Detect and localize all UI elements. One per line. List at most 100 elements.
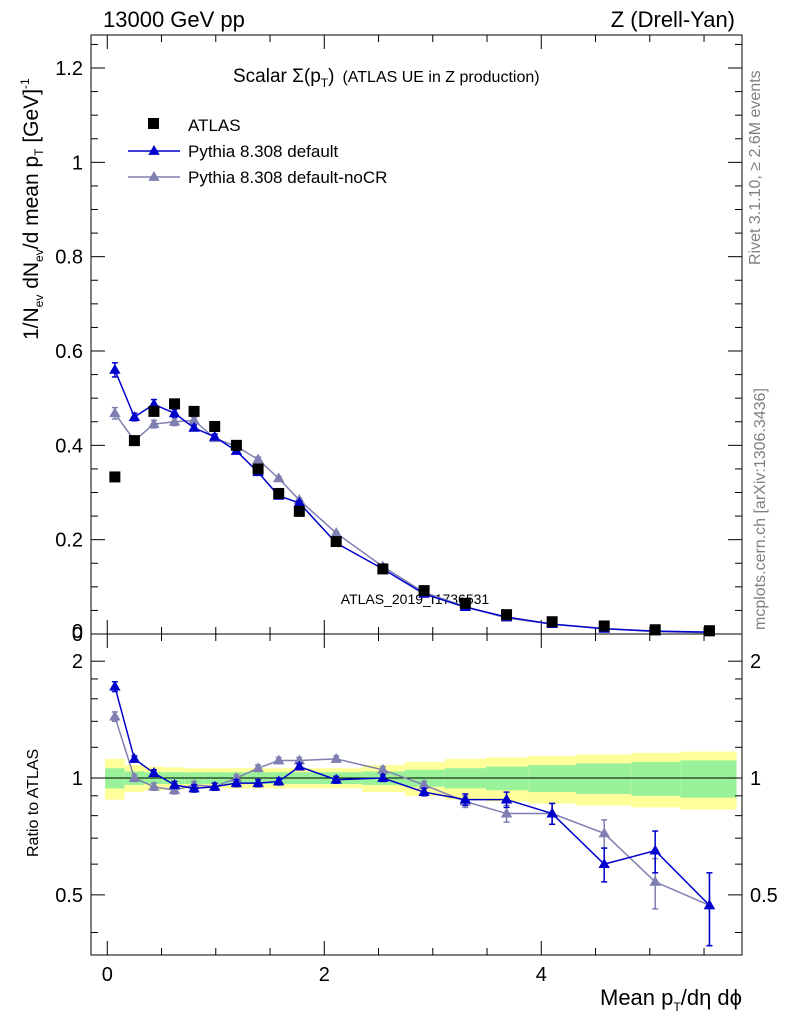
x-tick-label: 2 <box>319 964 330 986</box>
default-noCR-point <box>148 418 160 429</box>
default-ratio-point <box>649 844 661 855</box>
default-point <box>188 421 200 432</box>
default-ratio-point <box>418 786 430 796</box>
atlas-point <box>188 405 200 417</box>
ratio-y-tick-label-right: 0.5 <box>750 885 778 907</box>
default-ratio-point <box>293 760 306 771</box>
legend: ATLAS Pythia 8.308 default Pythia 8.308 de… <box>128 116 387 187</box>
x-tick-label: 4 <box>536 964 547 986</box>
default-noCR-ratio-point <box>148 780 160 791</box>
main-panel: 00.20.40.60.811.2ATLAS_2019_I1736531ATLA… <box>55 34 743 646</box>
default-ratio-point <box>546 807 558 818</box>
ratio-y-tick-label-right: 1 <box>750 768 761 790</box>
legend-noCR-label: Pythia 8.308 default-noCR <box>188 168 387 187</box>
atlas-point <box>148 405 160 417</box>
atlas-point <box>293 505 305 517</box>
x-axis-label: Mean pT/dη dϕ <box>600 985 742 1014</box>
main-y-zero-label: 0 <box>72 621 83 643</box>
atlas-point <box>418 585 430 597</box>
ratio-y-tick-label-right: 2 <box>750 651 761 673</box>
default-point <box>148 398 160 409</box>
legend-default-marker <box>148 145 160 155</box>
main-y-label: 1/Nev dNev/d mean pT [GeV]-1 <box>18 78 46 340</box>
atlas-point <box>109 471 121 483</box>
atlas-point <box>169 398 181 410</box>
default-noCR-ratio-line <box>114 716 710 906</box>
atlas-point <box>546 616 558 628</box>
default-ratio-point <box>252 777 264 788</box>
main-y-tick-label: 0.6 <box>55 341 83 363</box>
default-ratio-point <box>230 777 243 788</box>
default-noCR-point <box>109 407 121 418</box>
default-ratio-point <box>459 793 472 804</box>
default-noCR-ratio-point <box>500 807 513 818</box>
default-point <box>208 430 221 441</box>
default-ratio-point <box>598 858 610 869</box>
main-y-tick-label: 0.2 <box>55 530 83 552</box>
default-ratio-point <box>330 773 342 784</box>
rivet-label: Rivet 3.1.10, ≥ 2.6M events <box>747 70 764 265</box>
default-point <box>168 407 181 418</box>
atlas-point <box>649 624 661 636</box>
ratio-band-inner <box>631 761 681 796</box>
default-noCR-ratio-point <box>330 752 342 763</box>
ratio-y-tick-label: 2 <box>72 651 83 673</box>
atlas-point <box>273 487 285 499</box>
default-ratio-point <box>500 793 513 804</box>
legend-atlas-marker <box>148 118 159 129</box>
ratio-y-label: Ratio to ATLAS <box>25 749 42 857</box>
default-ratio-point <box>128 752 141 763</box>
default-noCR-ratio-point <box>418 778 430 789</box>
main-y-tick-label: 0.8 <box>55 247 83 269</box>
default-noCR-ratio-point <box>293 754 306 765</box>
default-ratio-point <box>168 778 181 789</box>
default-noCR-point <box>252 453 264 464</box>
legend-atlas-label: ATLAS <box>188 116 241 135</box>
default-ratio-point <box>148 767 160 777</box>
atlas-point <box>703 625 715 637</box>
ratio-panel: 0.5 0.5 1 1 2 2 0 2 4 <box>55 633 778 986</box>
atlas-point <box>128 435 140 447</box>
default-noCR-ratio-point <box>273 754 285 765</box>
header-right: Z (Drell-Yan) <box>611 7 735 32</box>
atlas-point <box>501 609 513 621</box>
default-noCR-ratio-point <box>128 772 141 782</box>
atlas-point <box>230 439 242 451</box>
atlas-point <box>252 463 264 475</box>
default-point <box>293 496 306 507</box>
default-noCR-ratio-point <box>168 784 181 795</box>
default-noCR-point <box>168 415 181 426</box>
default-noCR-point <box>330 527 342 537</box>
default-point <box>128 411 141 421</box>
ratio-y-tick-label: 1 <box>72 768 83 790</box>
main-y-tick-label: 0.4 <box>55 435 83 457</box>
default-ratio-point <box>208 780 221 791</box>
x-tick-label: 0 <box>102 964 113 986</box>
default-ratio-point <box>188 782 200 793</box>
default-noCR-ratio-point <box>109 710 121 721</box>
default-noCR-ratio-point <box>377 763 389 774</box>
atlas-point <box>377 563 389 575</box>
atlas-point <box>209 420 221 432</box>
legend-default-label: Pythia 8.308 default <box>188 142 339 161</box>
default-point <box>109 363 121 374</box>
default-noCR-ratio-point <box>252 762 264 773</box>
ratio-band-inner <box>528 765 576 793</box>
header-left: 13000 GeV pp <box>103 7 245 32</box>
main-y-tick-label: 1.2 <box>55 58 83 80</box>
atlas-point <box>598 620 610 632</box>
default-ratio-point <box>703 899 716 910</box>
default-ratio-point <box>109 680 121 691</box>
default-ratio-point <box>273 775 285 786</box>
default-noCR-point <box>273 472 285 483</box>
ratio-band-inner <box>680 760 737 798</box>
default-noCR-ratio-point <box>598 827 610 838</box>
default-noCR-ratio-point <box>649 875 661 886</box>
default-noCR-point <box>188 414 200 425</box>
atlas-point <box>459 597 471 609</box>
default-ratio-point <box>377 772 389 782</box>
ratio-band-inner <box>575 763 632 794</box>
main-y-tick-label: 1 <box>72 152 83 174</box>
atlas-point <box>330 536 342 548</box>
